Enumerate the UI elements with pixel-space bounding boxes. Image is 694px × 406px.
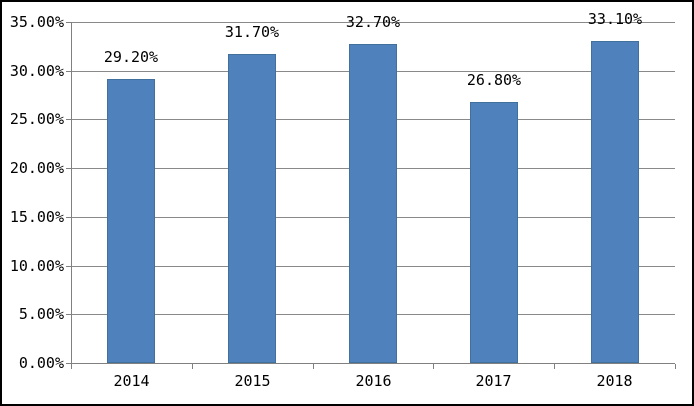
x-axis-tick bbox=[192, 364, 193, 369]
y-axis-tick bbox=[66, 363, 71, 364]
x-axis-tick bbox=[313, 364, 314, 369]
y-axis-label: 15.00% bbox=[9, 208, 64, 226]
bar bbox=[107, 79, 155, 363]
y-axis-tick bbox=[66, 71, 71, 72]
y-gridline bbox=[71, 22, 675, 23]
y-axis-label: 30.00% bbox=[9, 62, 64, 80]
x-axis-label: 2014 bbox=[113, 372, 150, 390]
x-axis-tick bbox=[71, 364, 72, 369]
y-axis-tick bbox=[66, 168, 71, 169]
x-axis-tick bbox=[554, 364, 555, 369]
bar bbox=[470, 102, 518, 363]
y-axis-tick bbox=[66, 314, 71, 315]
x-axis-tick bbox=[433, 364, 434, 369]
y-axis-tick bbox=[66, 217, 71, 218]
y-axis-tick bbox=[66, 22, 71, 23]
x-axis-line bbox=[71, 363, 675, 364]
y-axis-label: 0.00% bbox=[18, 354, 64, 372]
bar bbox=[591, 41, 639, 363]
y-axis-label: 20.00% bbox=[9, 159, 64, 177]
y-axis-label: 25.00% bbox=[9, 110, 64, 128]
bar-data-label: 26.80% bbox=[466, 71, 522, 89]
y-axis-label: 5.00% bbox=[18, 305, 64, 323]
y-axis-tick bbox=[66, 266, 71, 267]
bar-data-label: 29.20% bbox=[103, 48, 159, 66]
y-axis-label: 10.00% bbox=[9, 257, 64, 275]
y-axis-line bbox=[71, 22, 72, 363]
x-axis-label: 2015 bbox=[234, 372, 271, 390]
x-axis-label: 2017 bbox=[475, 372, 512, 390]
bar-data-label: 32.70% bbox=[345, 13, 401, 31]
y-axis-label: 35.00% bbox=[9, 13, 64, 31]
x-axis-label: 2018 bbox=[596, 372, 633, 390]
bar bbox=[349, 44, 397, 363]
y-axis-tick bbox=[66, 119, 71, 120]
x-axis-tick bbox=[675, 364, 676, 369]
x-axis-label: 2016 bbox=[355, 372, 392, 390]
bar-data-label: 31.70% bbox=[224, 23, 280, 41]
bar-data-label: 33.10% bbox=[587, 10, 643, 28]
bar bbox=[228, 54, 276, 363]
